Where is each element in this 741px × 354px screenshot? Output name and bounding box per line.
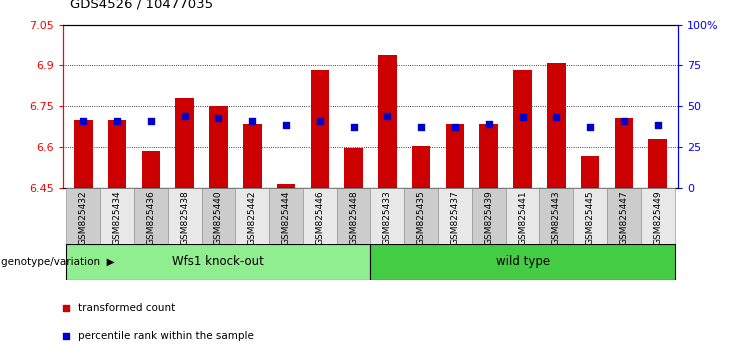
Point — [652, 122, 664, 128]
Point — [348, 124, 359, 130]
Bar — [641, 188, 674, 244]
Point — [280, 122, 292, 128]
Bar — [176, 98, 194, 188]
Bar — [547, 63, 565, 188]
Bar — [336, 188, 370, 244]
Point — [516, 114, 528, 120]
Bar — [378, 55, 396, 188]
Bar — [472, 188, 505, 244]
Bar — [107, 120, 127, 188]
Text: GSM825436: GSM825436 — [146, 190, 156, 245]
Text: GSM825449: GSM825449 — [654, 190, 662, 245]
Bar — [243, 124, 262, 188]
Bar — [648, 139, 667, 188]
Text: GSM825444: GSM825444 — [282, 190, 290, 245]
Text: GSM825446: GSM825446 — [316, 190, 325, 245]
Point — [584, 124, 596, 130]
Text: genotype/variation  ▶: genotype/variation ▶ — [1, 257, 114, 267]
Text: transformed count: transformed count — [79, 303, 176, 313]
Point — [257, 190, 269, 196]
Point — [382, 113, 393, 119]
Bar — [74, 120, 93, 188]
Text: GSM825438: GSM825438 — [180, 190, 189, 245]
Bar — [134, 188, 167, 244]
Point — [179, 113, 190, 119]
Bar — [202, 188, 236, 244]
Bar — [581, 156, 599, 188]
Bar — [514, 70, 532, 188]
Text: GSM825441: GSM825441 — [518, 190, 527, 245]
Bar — [607, 188, 641, 244]
Bar — [269, 188, 303, 244]
Text: Wfs1 knock-out: Wfs1 knock-out — [173, 256, 265, 268]
Point — [551, 114, 562, 120]
Point — [415, 124, 427, 130]
Point — [246, 118, 258, 124]
Point — [145, 118, 157, 124]
Bar — [345, 148, 363, 188]
Point — [618, 118, 630, 124]
Text: GSM825434: GSM825434 — [113, 190, 122, 245]
Bar — [67, 188, 100, 244]
Point — [314, 118, 326, 124]
Text: GSM825440: GSM825440 — [214, 190, 223, 245]
Bar — [405, 188, 438, 244]
Bar — [67, 244, 370, 280]
Text: GDS4526 / 10477035: GDS4526 / 10477035 — [70, 0, 213, 11]
Bar — [412, 145, 431, 188]
Bar — [505, 188, 539, 244]
Text: percentile rank within the sample: percentile rank within the sample — [79, 331, 254, 341]
Bar — [438, 188, 472, 244]
Bar — [614, 119, 634, 188]
Bar — [209, 106, 227, 188]
Bar — [539, 188, 574, 244]
Text: GSM825437: GSM825437 — [451, 190, 459, 245]
Point — [77, 118, 89, 124]
Text: wild type: wild type — [496, 256, 550, 268]
Text: GSM825448: GSM825448 — [349, 190, 358, 245]
Point — [213, 115, 225, 121]
Bar — [370, 244, 674, 280]
Bar — [100, 188, 134, 244]
Bar — [276, 184, 296, 188]
Text: GSM825439: GSM825439 — [485, 190, 494, 245]
Bar — [310, 70, 329, 188]
Bar — [445, 124, 465, 188]
Text: GSM825443: GSM825443 — [552, 190, 561, 245]
Bar — [370, 188, 405, 244]
Text: GSM825447: GSM825447 — [619, 190, 628, 245]
Point — [483, 121, 495, 127]
Text: GSM825445: GSM825445 — [585, 190, 595, 245]
Bar — [142, 151, 160, 188]
Point — [111, 118, 123, 124]
Bar — [303, 188, 336, 244]
Bar — [479, 124, 498, 188]
Text: GSM825442: GSM825442 — [247, 190, 256, 245]
Text: GSM825432: GSM825432 — [79, 190, 87, 245]
Bar — [236, 188, 269, 244]
Text: GSM825435: GSM825435 — [416, 190, 425, 245]
Point — [449, 124, 461, 130]
Text: GSM825433: GSM825433 — [383, 190, 392, 245]
Bar — [574, 188, 607, 244]
Bar — [167, 188, 202, 244]
